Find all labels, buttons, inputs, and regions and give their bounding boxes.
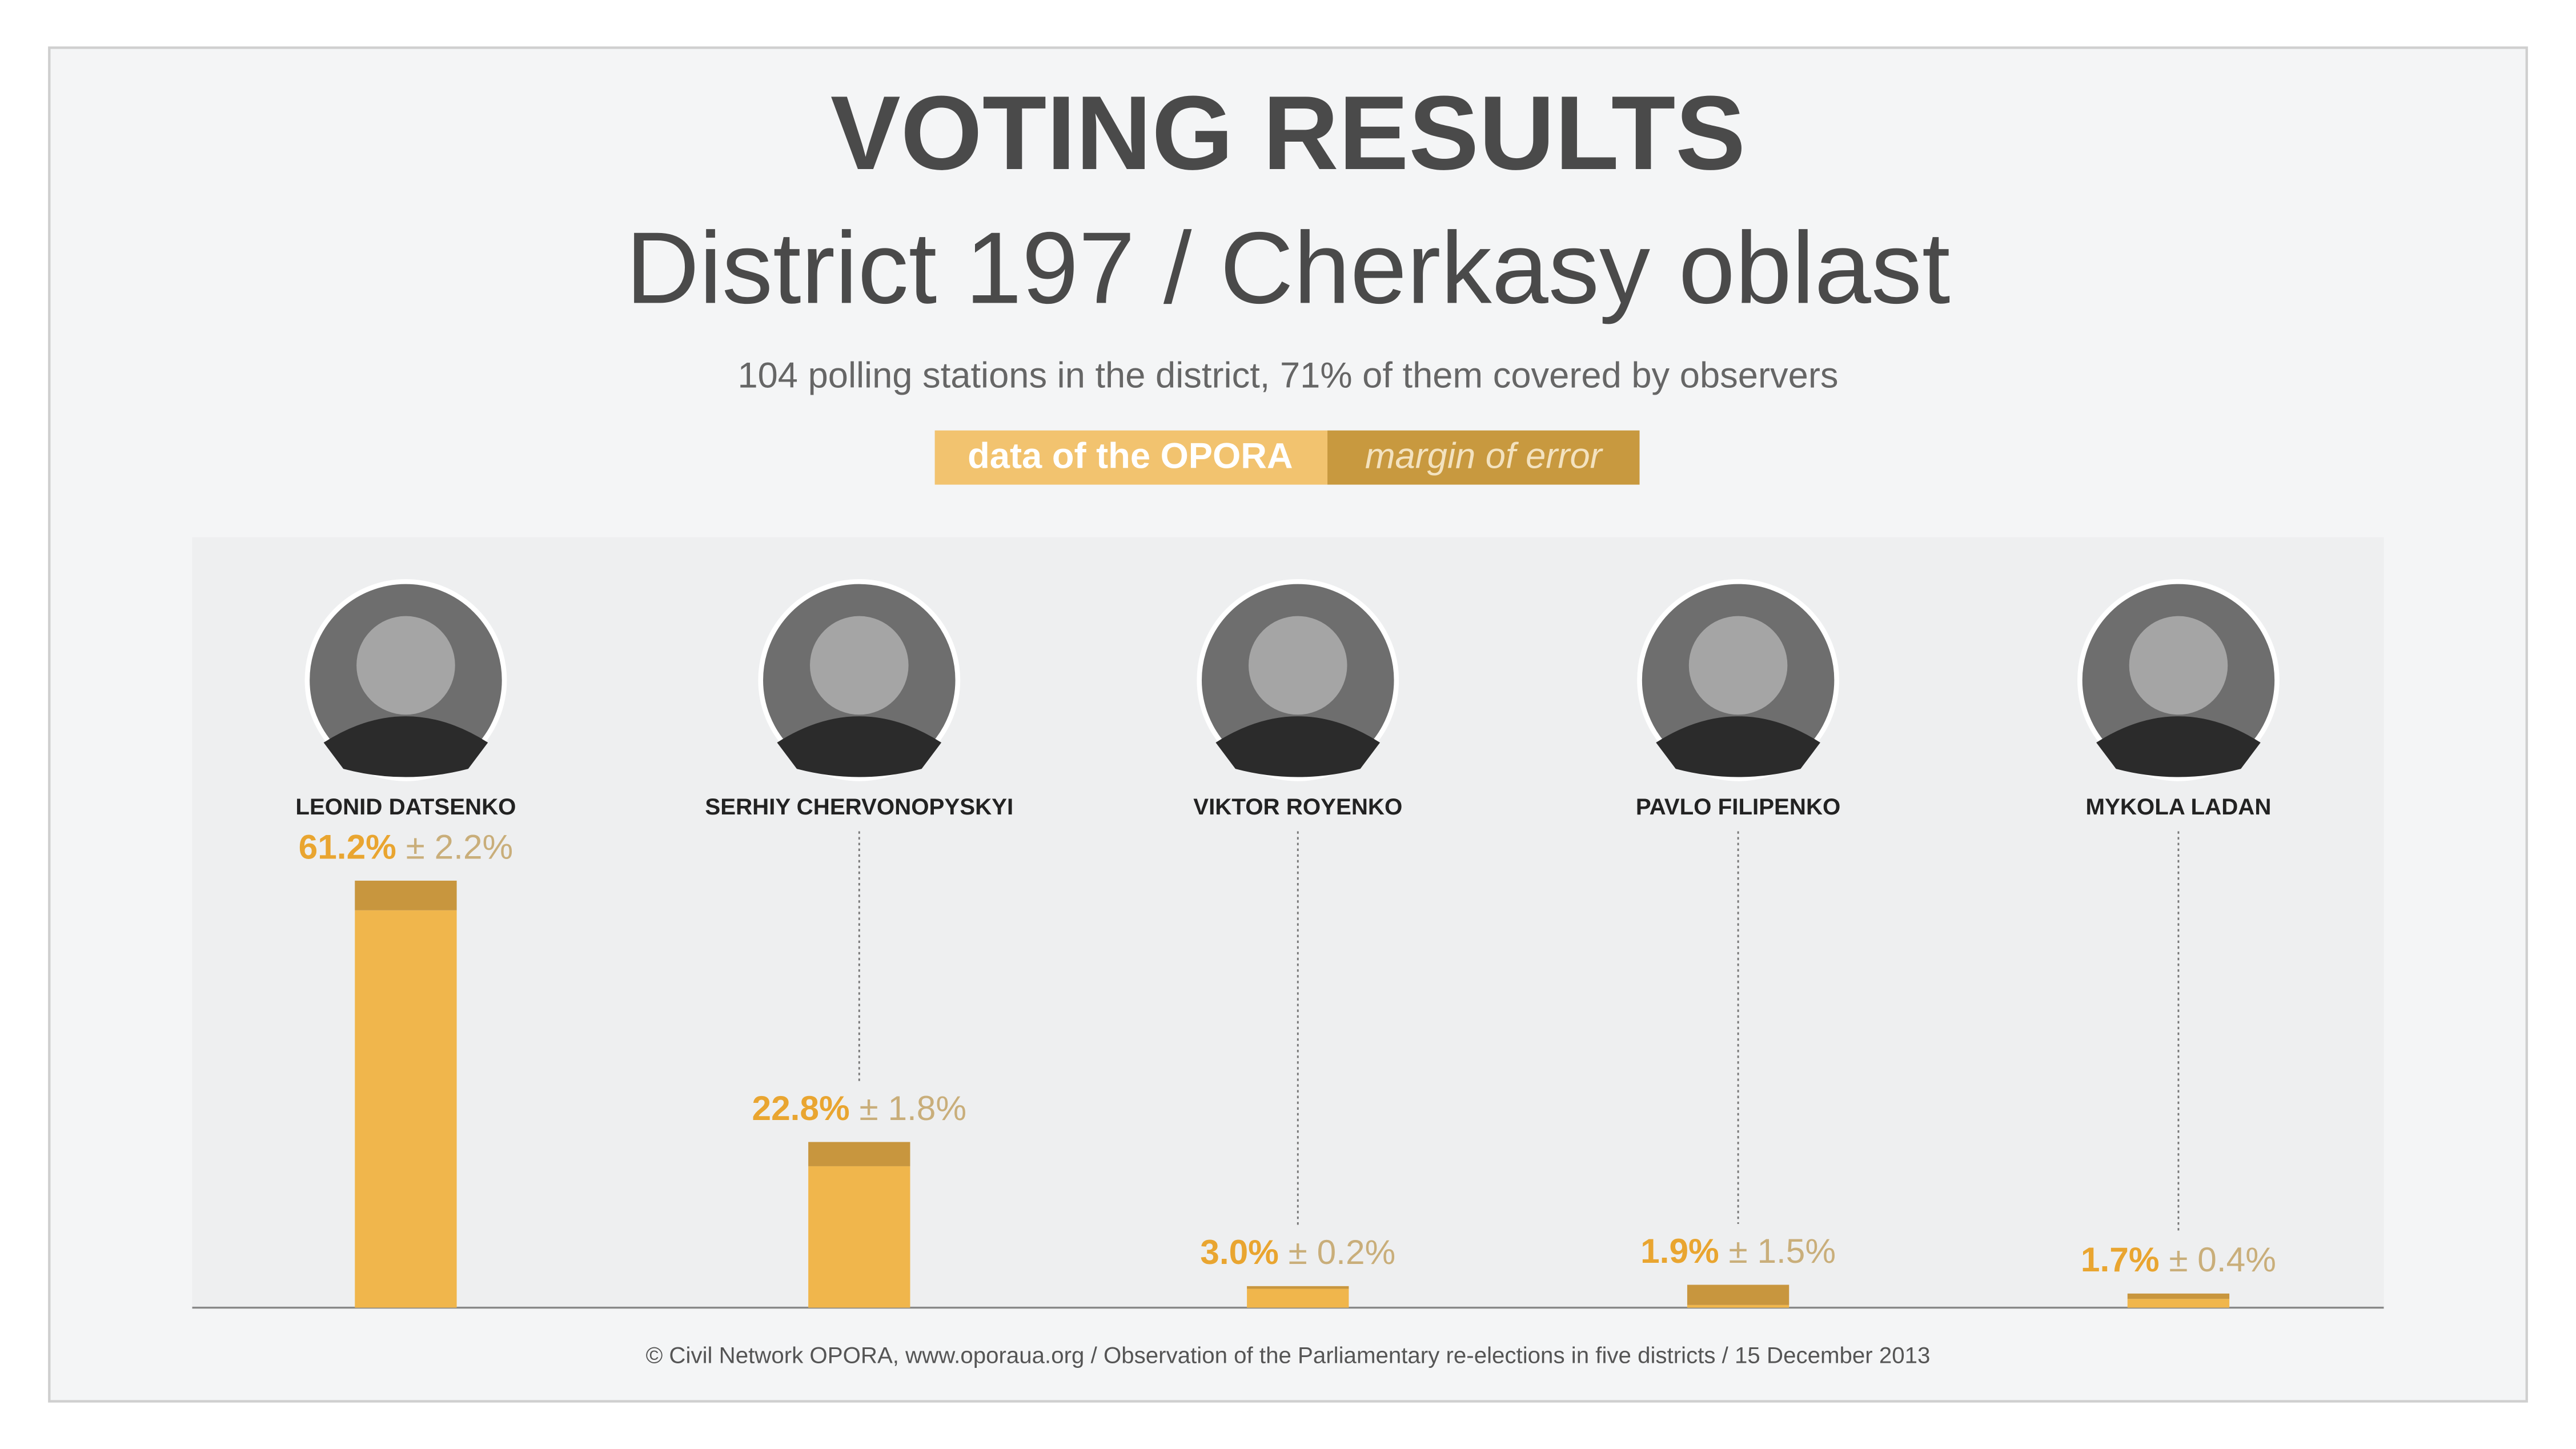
value-label: 61.2%: [299, 827, 396, 866]
error-band: [808, 1142, 910, 1166]
footer: © Civil Network OPORA, www.oporaua.org /…: [646, 1343, 1931, 1368]
x-tick-label: PAVLO FILIPENKO: [1636, 794, 1841, 820]
error-label: ± 1.5%: [1729, 1231, 1836, 1270]
error-band: [355, 880, 457, 910]
bar: [355, 910, 457, 1308]
bar: [2127, 1299, 2230, 1308]
value-label: 22.8%: [752, 1089, 849, 1127]
value-label: 1.9%: [1640, 1231, 1719, 1270]
x-tick-label: MYKOLA LADAN: [2085, 794, 2271, 820]
bar: [808, 1166, 910, 1308]
photo-face: [1688, 616, 1788, 715]
photo-face: [2129, 616, 2228, 715]
legend-swatch: [934, 430, 1328, 485]
chart-title: VOTING RESULTS: [830, 74, 1746, 192]
value-label: 1.9% ± 1.5%: [1640, 1231, 1836, 1270]
legend-label: margin of error: [1365, 436, 1604, 476]
photo-shoulders: [323, 716, 488, 777]
photo-face: [810, 616, 909, 715]
value-label: 3.0%: [1200, 1233, 1279, 1271]
value-label: 22.8% ± 1.8%: [752, 1089, 966, 1127]
value-label: 61.2% ± 2.2%: [299, 827, 513, 866]
error-label: ± 2.2%: [406, 827, 513, 866]
error-label: ± 0.2%: [1289, 1233, 1396, 1271]
value-label: 3.0% ± 0.2%: [1200, 1233, 1395, 1271]
photo-face: [1248, 616, 1347, 715]
photo-shoulders: [1656, 716, 1820, 777]
chart-subtitle: District 197 / Cherkasy oblast: [626, 211, 1951, 324]
x-tick-label: LEONID DATSENKO: [295, 794, 516, 820]
bar: [1247, 1289, 1349, 1308]
error-band: [1687, 1285, 1789, 1305]
photo-face: [356, 616, 455, 715]
error-band: [2127, 1293, 2230, 1299]
bar: [1687, 1304, 1789, 1308]
photo-shoulders: [777, 716, 942, 777]
error-label: ± 0.4%: [2169, 1240, 2276, 1279]
photo-shoulders: [1215, 716, 1381, 777]
x-tick-label: VIKTOR ROYENKO: [1193, 794, 1402, 820]
legend-label: data of the OPORA: [968, 436, 1293, 476]
value-label: 1.7%: [2081, 1240, 2160, 1279]
value-label: 1.7% ± 0.4%: [2081, 1240, 2276, 1279]
error-band: [1247, 1286, 1349, 1289]
x-tick-label: SERHIY CHERVONOPYSKYI: [705, 794, 1013, 820]
legend-swatch: [1327, 430, 1640, 485]
error-label: ± 1.8%: [860, 1089, 967, 1127]
photo-shoulders: [2096, 716, 2261, 777]
description: 104 polling stations in the district, 71…: [737, 355, 1838, 395]
